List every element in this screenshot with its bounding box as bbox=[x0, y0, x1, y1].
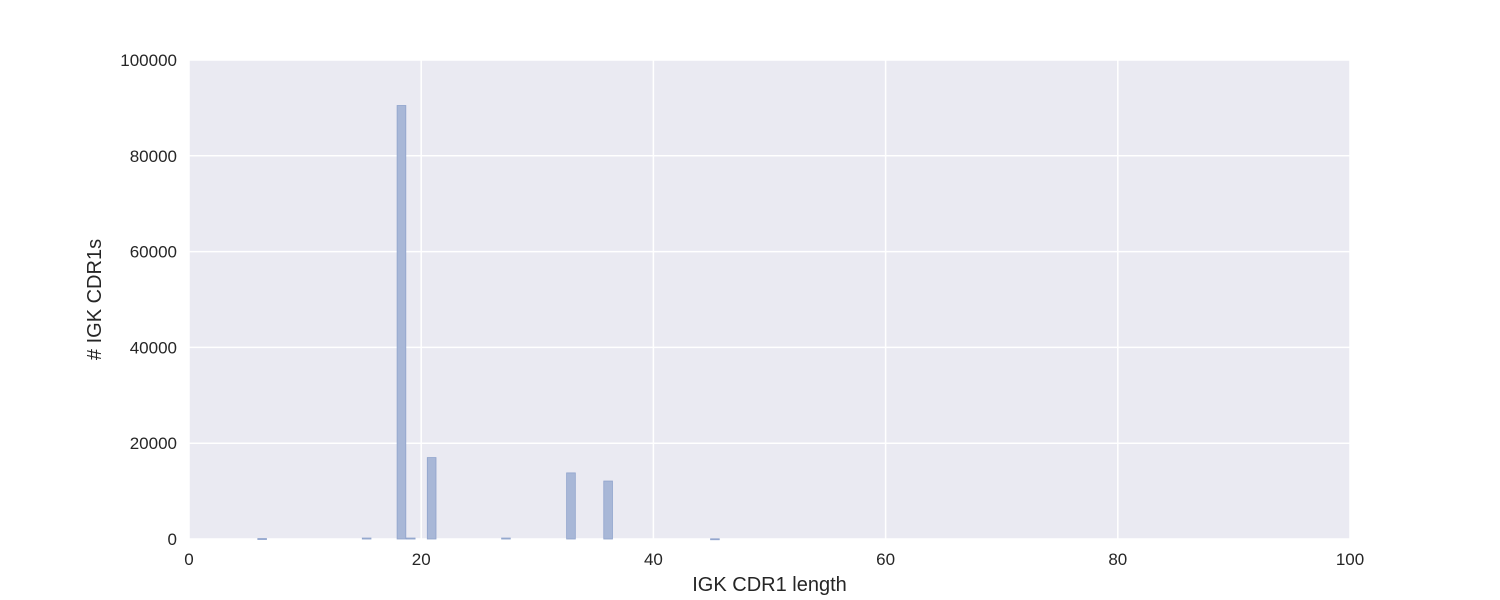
x-axis-label: IGK CDR1 length bbox=[692, 574, 847, 596]
x-tick-label: 20 bbox=[412, 550, 431, 569]
x-tick-label: 60 bbox=[876, 550, 895, 569]
histogram-bar bbox=[257, 538, 267, 540]
x-tick-label: 100 bbox=[1336, 550, 1364, 569]
histogram-bar bbox=[361, 537, 372, 540]
y-tick-label: 0 bbox=[168, 530, 177, 549]
x-tick-label: 80 bbox=[1108, 550, 1127, 569]
histogram-bar bbox=[710, 538, 720, 541]
histogram-bar bbox=[405, 537, 416, 540]
histogram-bar bbox=[426, 457, 437, 540]
histogram-bar bbox=[566, 472, 576, 540]
grid-lines bbox=[188, 59, 1351, 540]
bars bbox=[257, 105, 720, 541]
histogram-bar bbox=[603, 480, 613, 540]
y-tick-label: 80000 bbox=[130, 147, 177, 166]
y-axis-label: # IGK CDR1s bbox=[84, 239, 106, 360]
histogram-bar bbox=[396, 105, 407, 540]
y-tick-label: 20000 bbox=[130, 434, 177, 453]
plot-area bbox=[189, 60, 1350, 539]
x-tick-label: 40 bbox=[644, 550, 663, 569]
y-tick-label: 60000 bbox=[130, 243, 177, 262]
x-tick-labels: 0 20 40 60 80 100 bbox=[184, 550, 1364, 569]
y-tick-labels: 0 20000 40000 60000 80000 100000 bbox=[120, 51, 177, 549]
histogram-bar bbox=[501, 537, 511, 540]
y-tick-label: 100000 bbox=[120, 51, 177, 70]
x-tick-label: 0 bbox=[184, 550, 193, 569]
y-tick-label: 40000 bbox=[130, 338, 177, 357]
